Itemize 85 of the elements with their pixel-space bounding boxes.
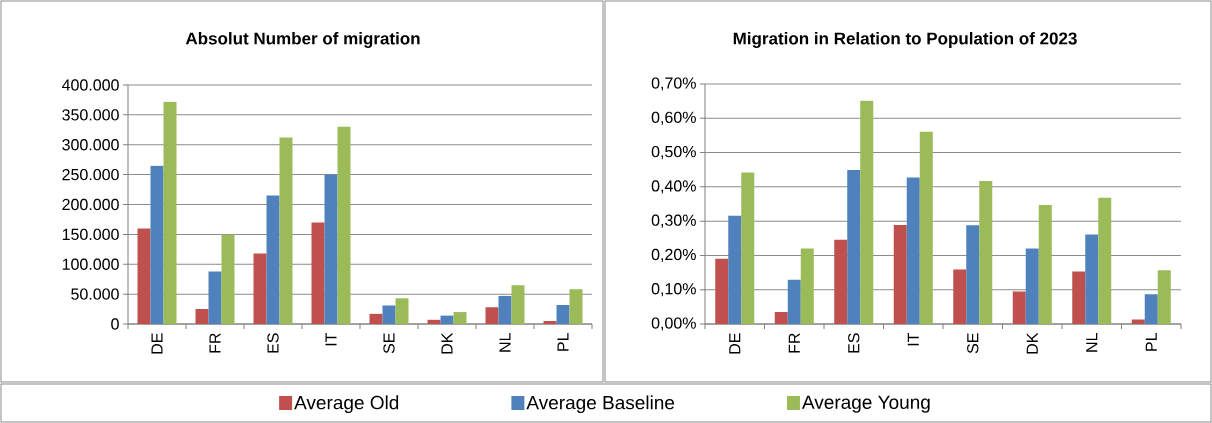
bar (395, 298, 409, 324)
x-tick-label: FR (209, 333, 221, 353)
x-tick-label: IT (907, 332, 919, 346)
bar (834, 239, 848, 324)
bar (1038, 205, 1052, 324)
bar (800, 248, 814, 324)
y-tick-label: 0,10% (651, 283, 696, 297)
bar (774, 312, 788, 324)
bar (137, 228, 151, 324)
bar (1144, 294, 1158, 324)
y-tick-label: 350.000 (62, 109, 119, 121)
bar (787, 279, 801, 324)
bar (511, 285, 525, 324)
bar (966, 225, 980, 324)
bar (715, 258, 729, 324)
x-tick-label: SE (383, 333, 395, 354)
bar (163, 101, 177, 324)
x-tick-label: SE (967, 333, 979, 354)
bar (847, 170, 861, 324)
bar (369, 313, 383, 324)
bar (279, 137, 293, 324)
bar (1025, 248, 1039, 324)
bar (324, 174, 338, 324)
bar (1085, 234, 1099, 324)
legend-label: Average Young (802, 395, 930, 413)
y-tick-label: 0,30% (651, 214, 696, 228)
bar (311, 222, 325, 324)
bar (150, 165, 164, 324)
y-tick-label: 0,00% (651, 317, 696, 331)
bar (337, 126, 351, 324)
bar (893, 224, 907, 324)
y-tick-label: 250.000 (62, 168, 119, 181)
x-tick-label: DE (151, 333, 163, 354)
bar (543, 321, 557, 324)
bar (1012, 291, 1026, 324)
bar (266, 195, 280, 324)
bar (221, 234, 235, 324)
x-tick-label: ES (848, 333, 860, 353)
bar (569, 289, 583, 324)
bar (485, 307, 499, 324)
bar (860, 100, 874, 324)
x-tick-label: DK (441, 332, 453, 354)
bar (556, 304, 570, 324)
bar (382, 305, 396, 324)
bar (498, 295, 512, 324)
y-tick-label: 300.000 (62, 139, 119, 151)
y-tick-label: 50.000 (71, 288, 119, 300)
y-tick-label: 0,60% (651, 111, 696, 125)
bar (728, 215, 742, 324)
x-tick-label: DE (729, 333, 741, 354)
chart-title: Absolut Number of migration (185, 32, 420, 48)
x-tick-label: FR (788, 333, 800, 353)
bar (1072, 271, 1086, 324)
legend-label: Average Old (294, 395, 399, 414)
y-tick-label: 200.000 (62, 198, 119, 211)
x-tick-label: PL (1145, 333, 1157, 351)
legend-label: Average Baseline (526, 395, 675, 414)
y-tick-label: 100.000 (62, 258, 119, 270)
x-tick-label: NL (499, 333, 511, 352)
y-tick-label: 0,70% (651, 77, 696, 91)
y-tick-label: 0,50% (651, 145, 696, 160)
y-tick-label: 0,20% (651, 248, 696, 263)
y-tick-label: 0,40% (651, 180, 696, 194)
bar (453, 312, 467, 324)
y-tick-label: 150.000 (62, 228, 119, 241)
x-tick-label: PL (557, 333, 569, 351)
bar (741, 172, 755, 324)
bar (906, 177, 920, 324)
chart-title: Migration in Relation to Population of 2023 (733, 32, 1077, 48)
bar (1131, 319, 1145, 324)
bar (195, 309, 209, 324)
bar (979, 181, 993, 324)
x-tick-label: DK (1026, 332, 1038, 354)
bar (953, 269, 967, 324)
y-tick-label: 400.000 (61, 79, 119, 91)
bar (208, 271, 222, 324)
bar (1098, 197, 1112, 324)
x-tick-label: ES (267, 333, 279, 353)
y-tick-label: 0 (111, 318, 119, 330)
x-tick-label: IT (325, 332, 337, 346)
bar (919, 131, 933, 324)
bar (253, 253, 267, 324)
bar (440, 315, 454, 324)
bar (1157, 270, 1171, 324)
x-tick-label: NL (1086, 333, 1098, 352)
